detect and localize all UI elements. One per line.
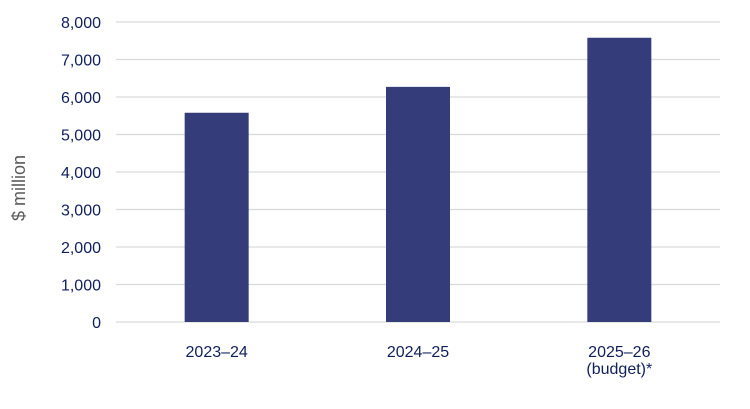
y-tick-label: 4,000	[61, 165, 101, 182]
y-tick-label: 8,000	[61, 15, 101, 32]
bar	[587, 37, 652, 322]
y-tick-label: 0	[92, 315, 101, 332]
y-axis-title: $ million	[9, 155, 29, 221]
x-axis-tick-labels: 2023–24 2024–25 2025–26(budget)*	[186, 344, 653, 378]
y-axis-tick-labels: 0 1,000 2,000 3,000 4,000 5,000 6,000 7,000 8,00…	[61, 15, 101, 332]
y-tick-label: 2,000	[61, 240, 101, 257]
y-tick-label: 7,000	[61, 53, 101, 70]
y-tick-label: 3,000	[61, 203, 101, 220]
x-tick-label: 2023–24	[186, 344, 248, 361]
y-tick-label: 1,000	[61, 278, 101, 295]
x-tick-label: 2024–25	[387, 344, 449, 361]
bars	[184, 37, 652, 322]
bar	[184, 112, 249, 322]
x-tick-label: 2025–26	[588, 344, 650, 361]
bar	[386, 86, 450, 322]
y-tick-label: 6,000	[61, 90, 101, 107]
y-tick-label: 5,000	[61, 128, 101, 145]
x-tick-label: (budget)*	[586, 361, 652, 378]
